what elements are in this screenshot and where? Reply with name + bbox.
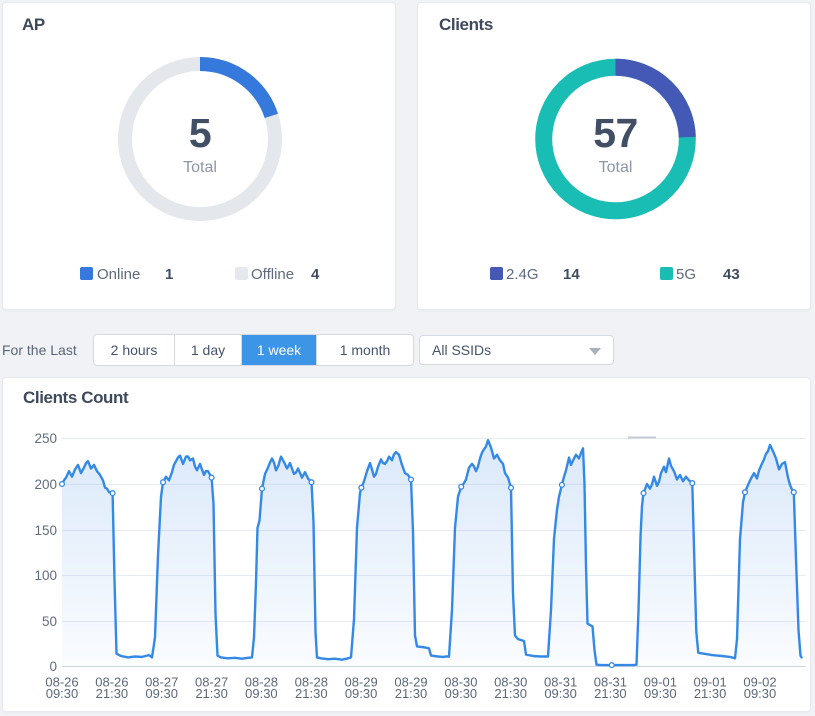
svg-text:09:30: 09:30 (445, 686, 478, 701)
svg-text:09:30: 09:30 (744, 686, 777, 701)
svg-text:21:30: 21:30 (694, 686, 727, 701)
svg-text:21:30: 21:30 (195, 686, 228, 701)
svg-text:08-26: 08-26 (45, 675, 78, 690)
svg-text:250: 250 (34, 431, 57, 446)
svg-text:08-29: 08-29 (394, 675, 427, 690)
svg-text:08-30: 08-30 (494, 675, 527, 690)
svg-text:08-28: 08-28 (295, 675, 328, 690)
svg-text:08-31: 08-31 (594, 675, 627, 690)
svg-text:08-29: 08-29 (344, 675, 377, 690)
svg-text:09-01: 09-01 (693, 675, 726, 690)
svg-text:09:30: 09:30 (245, 686, 278, 701)
svg-text:08-27: 08-27 (195, 675, 228, 690)
svg-text:08-31: 08-31 (544, 675, 577, 690)
svg-text:21:30: 21:30 (96, 686, 129, 701)
svg-text:21:30: 21:30 (594, 686, 627, 701)
svg-text:08-28: 08-28 (245, 675, 278, 690)
svg-text:21:30: 21:30 (295, 686, 328, 701)
svg-text:09:30: 09:30 (644, 686, 677, 701)
svg-text:0: 0 (49, 659, 57, 674)
svg-text:200: 200 (34, 477, 57, 492)
svg-text:08-26: 08-26 (95, 675, 128, 690)
svg-text:09:30: 09:30 (544, 686, 577, 701)
svg-text:50: 50 (42, 614, 57, 629)
svg-text:09-02: 09-02 (743, 675, 776, 690)
svg-text:08-27: 08-27 (145, 675, 178, 690)
svg-text:09:30: 09:30 (345, 686, 378, 701)
svg-text:09:30: 09:30 (145, 686, 178, 701)
svg-text:09-01: 09-01 (644, 675, 677, 690)
svg-text:150: 150 (34, 523, 57, 538)
svg-text:21:30: 21:30 (494, 686, 527, 701)
svg-text:100: 100 (34, 568, 57, 583)
svg-text:08-30: 08-30 (444, 675, 477, 690)
svg-text:21:30: 21:30 (395, 686, 428, 701)
svg-text:09:30: 09:30 (46, 686, 79, 701)
